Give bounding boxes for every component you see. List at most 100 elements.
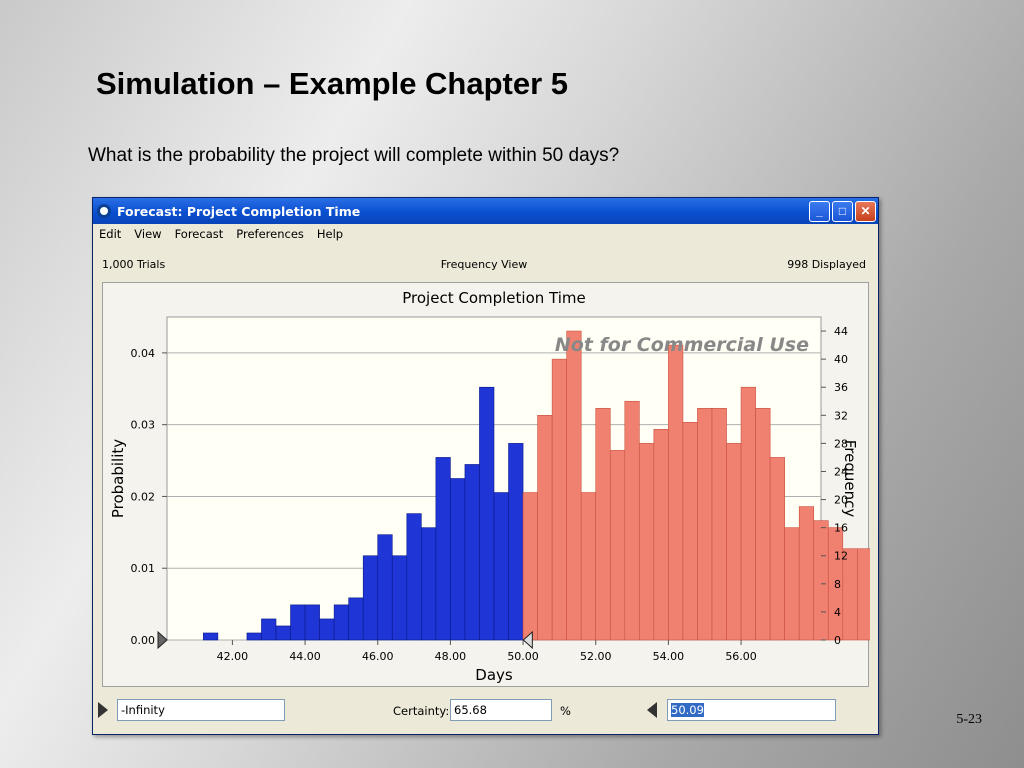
bar-below-cutoff [479, 386, 495, 641]
y2-tick-label: 40 [834, 353, 848, 366]
menu-preferences[interactable]: Preferences [236, 227, 304, 241]
bar-below-cutoff [362, 555, 379, 641]
y2-tick-label: 12 [834, 550, 848, 563]
x-tick-label: 48.00 [435, 650, 467, 663]
bar-below-cutoff [450, 478, 466, 641]
bar-above-cutoff [784, 527, 800, 641]
chart-panel: Project Completion Time Not for Commercia… [102, 282, 870, 687]
y2-tick-label: 28 [834, 437, 848, 450]
bar-below-cutoff [493, 492, 509, 641]
certainty-input[interactable]: 65.68 [450, 699, 552, 721]
bar-above-cutoff [537, 415, 553, 641]
bar-above-cutoff [639, 443, 655, 641]
x-tick-label: 42.00 [217, 650, 249, 663]
slide-question: What is the probability the project will… [88, 145, 620, 166]
lower-bound-input[interactable]: -Infinity [117, 699, 285, 721]
left-grabber-icon[interactable] [98, 702, 108, 718]
bar-above-cutoff [813, 520, 829, 641]
bar-below-cutoff [508, 443, 524, 641]
cutoff-grabber-marker [522, 630, 533, 650]
maximize-button[interactable]: □ [832, 200, 853, 222]
displayed-count: 998 Displayed [787, 258, 866, 271]
histogram-chart: Project Completion Time Not for Commercia… [109, 289, 870, 684]
y-tick-label: 0.04 [131, 347, 156, 360]
x-tick-label: 56.00 [725, 650, 757, 663]
slide-number: 5-23 [956, 712, 982, 727]
bar-below-cutoff [391, 555, 408, 641]
x-tick-label: 52.00 [580, 650, 612, 663]
bar-below-cutoff [261, 618, 277, 641]
status-bar: 1,000 Trials Frequency View 998 Displaye… [102, 258, 866, 274]
maximize-icon: □ [838, 204, 847, 218]
bar-below-cutoff [406, 513, 422, 641]
window-title: Forecast: Project Completion Time [117, 203, 361, 219]
bar-below-cutoff [275, 625, 291, 641]
y-tick-label: 0.02 [131, 490, 156, 503]
y2-tick-label: 44 [834, 325, 848, 338]
bar-above-cutoff [595, 407, 611, 641]
bar-below-cutoff [435, 457, 451, 641]
y2-tick-label: 8 [834, 578, 841, 591]
minimize-button[interactable]: _ [809, 200, 830, 222]
bar-above-cutoff [580, 492, 597, 641]
bar-below-cutoff [246, 632, 262, 641]
bar-below-cutoff [304, 604, 320, 641]
minimize-icon: _ [816, 204, 823, 218]
bar-above-cutoff [551, 358, 567, 641]
y-axis-label: Probability [109, 439, 127, 518]
slide-title: Simulation – Example Chapter 5 [96, 66, 569, 101]
view-mode: Frequency View [440, 258, 528, 271]
y2-tick-label: 20 [834, 494, 848, 507]
menu-edit[interactable]: Edit [99, 227, 122, 241]
bar-below-cutoff [421, 527, 437, 641]
bar-above-cutoff [740, 386, 756, 641]
bar-below-cutoff [319, 618, 335, 641]
menu-help[interactable]: Help [316, 227, 344, 241]
watermark: Not for Commercial Use [555, 334, 809, 356]
x-tick-label: 46.00 [362, 650, 394, 663]
y2-tick-label: 0 [834, 634, 841, 647]
bar-below-cutoff [333, 604, 349, 641]
menu-bar: Edit View Forecast Preferences Help [93, 224, 878, 244]
bar-above-cutoff [726, 443, 742, 641]
certainty-label: Certainty: [393, 704, 450, 718]
bar-above-cutoff [769, 457, 785, 641]
bar-above-cutoff [624, 400, 640, 641]
menu-forecast[interactable]: Forecast [174, 227, 224, 241]
bar-above-cutoff [798, 506, 815, 641]
menu-view[interactable]: View [134, 227, 162, 241]
x-axis-label: Days [475, 666, 513, 684]
y2-tick-label: 36 [834, 381, 848, 394]
bar-below-cutoff [464, 464, 480, 641]
close-icon: ✕ [860, 204, 871, 218]
y2-tick-label: 16 [834, 522, 848, 535]
bar-above-cutoff [522, 492, 538, 641]
y-tick-label: 0.03 [131, 419, 156, 432]
y-tick-label: 0.01 [131, 562, 156, 575]
y2-axis-label: Frequency [841, 440, 859, 518]
bar-above-cutoff [566, 330, 582, 641]
bar-below-cutoff [348, 597, 364, 641]
upper-bound-input[interactable]: 50.09 [667, 699, 836, 721]
bar-below-cutoff [377, 534, 393, 641]
forecast-window: Forecast: Project Completion Time _ □ ✕ … [92, 197, 879, 735]
right-grabber-icon[interactable] [647, 702, 657, 718]
bar-above-cutoff [697, 407, 713, 641]
bar-below-cutoff [203, 632, 219, 641]
bar-above-cutoff [668, 344, 684, 641]
app-icon [97, 204, 111, 218]
chart-title: Project Completion Time [402, 289, 585, 307]
trials-count: 1,000 Trials [102, 258, 166, 271]
bar-above-cutoff [755, 407, 771, 641]
window-titlebar[interactable]: Forecast: Project Completion Time _ □ ✕ [93, 198, 878, 224]
x-tick-label: 54.00 [653, 650, 685, 663]
y2-tick-label: 4 [834, 606, 841, 619]
x-tick-label: 50.00 [507, 650, 538, 663]
y2-tick-label: 32 [834, 409, 848, 422]
x-tick-label: 44.00 [289, 650, 321, 663]
y-tick-label: 0.00 [131, 634, 156, 647]
close-button[interactable]: ✕ [855, 200, 876, 222]
upper-bound-value: 50.09 [671, 703, 704, 717]
bar-below-cutoff [290, 604, 306, 641]
y2-tick-label: 24 [834, 465, 848, 478]
